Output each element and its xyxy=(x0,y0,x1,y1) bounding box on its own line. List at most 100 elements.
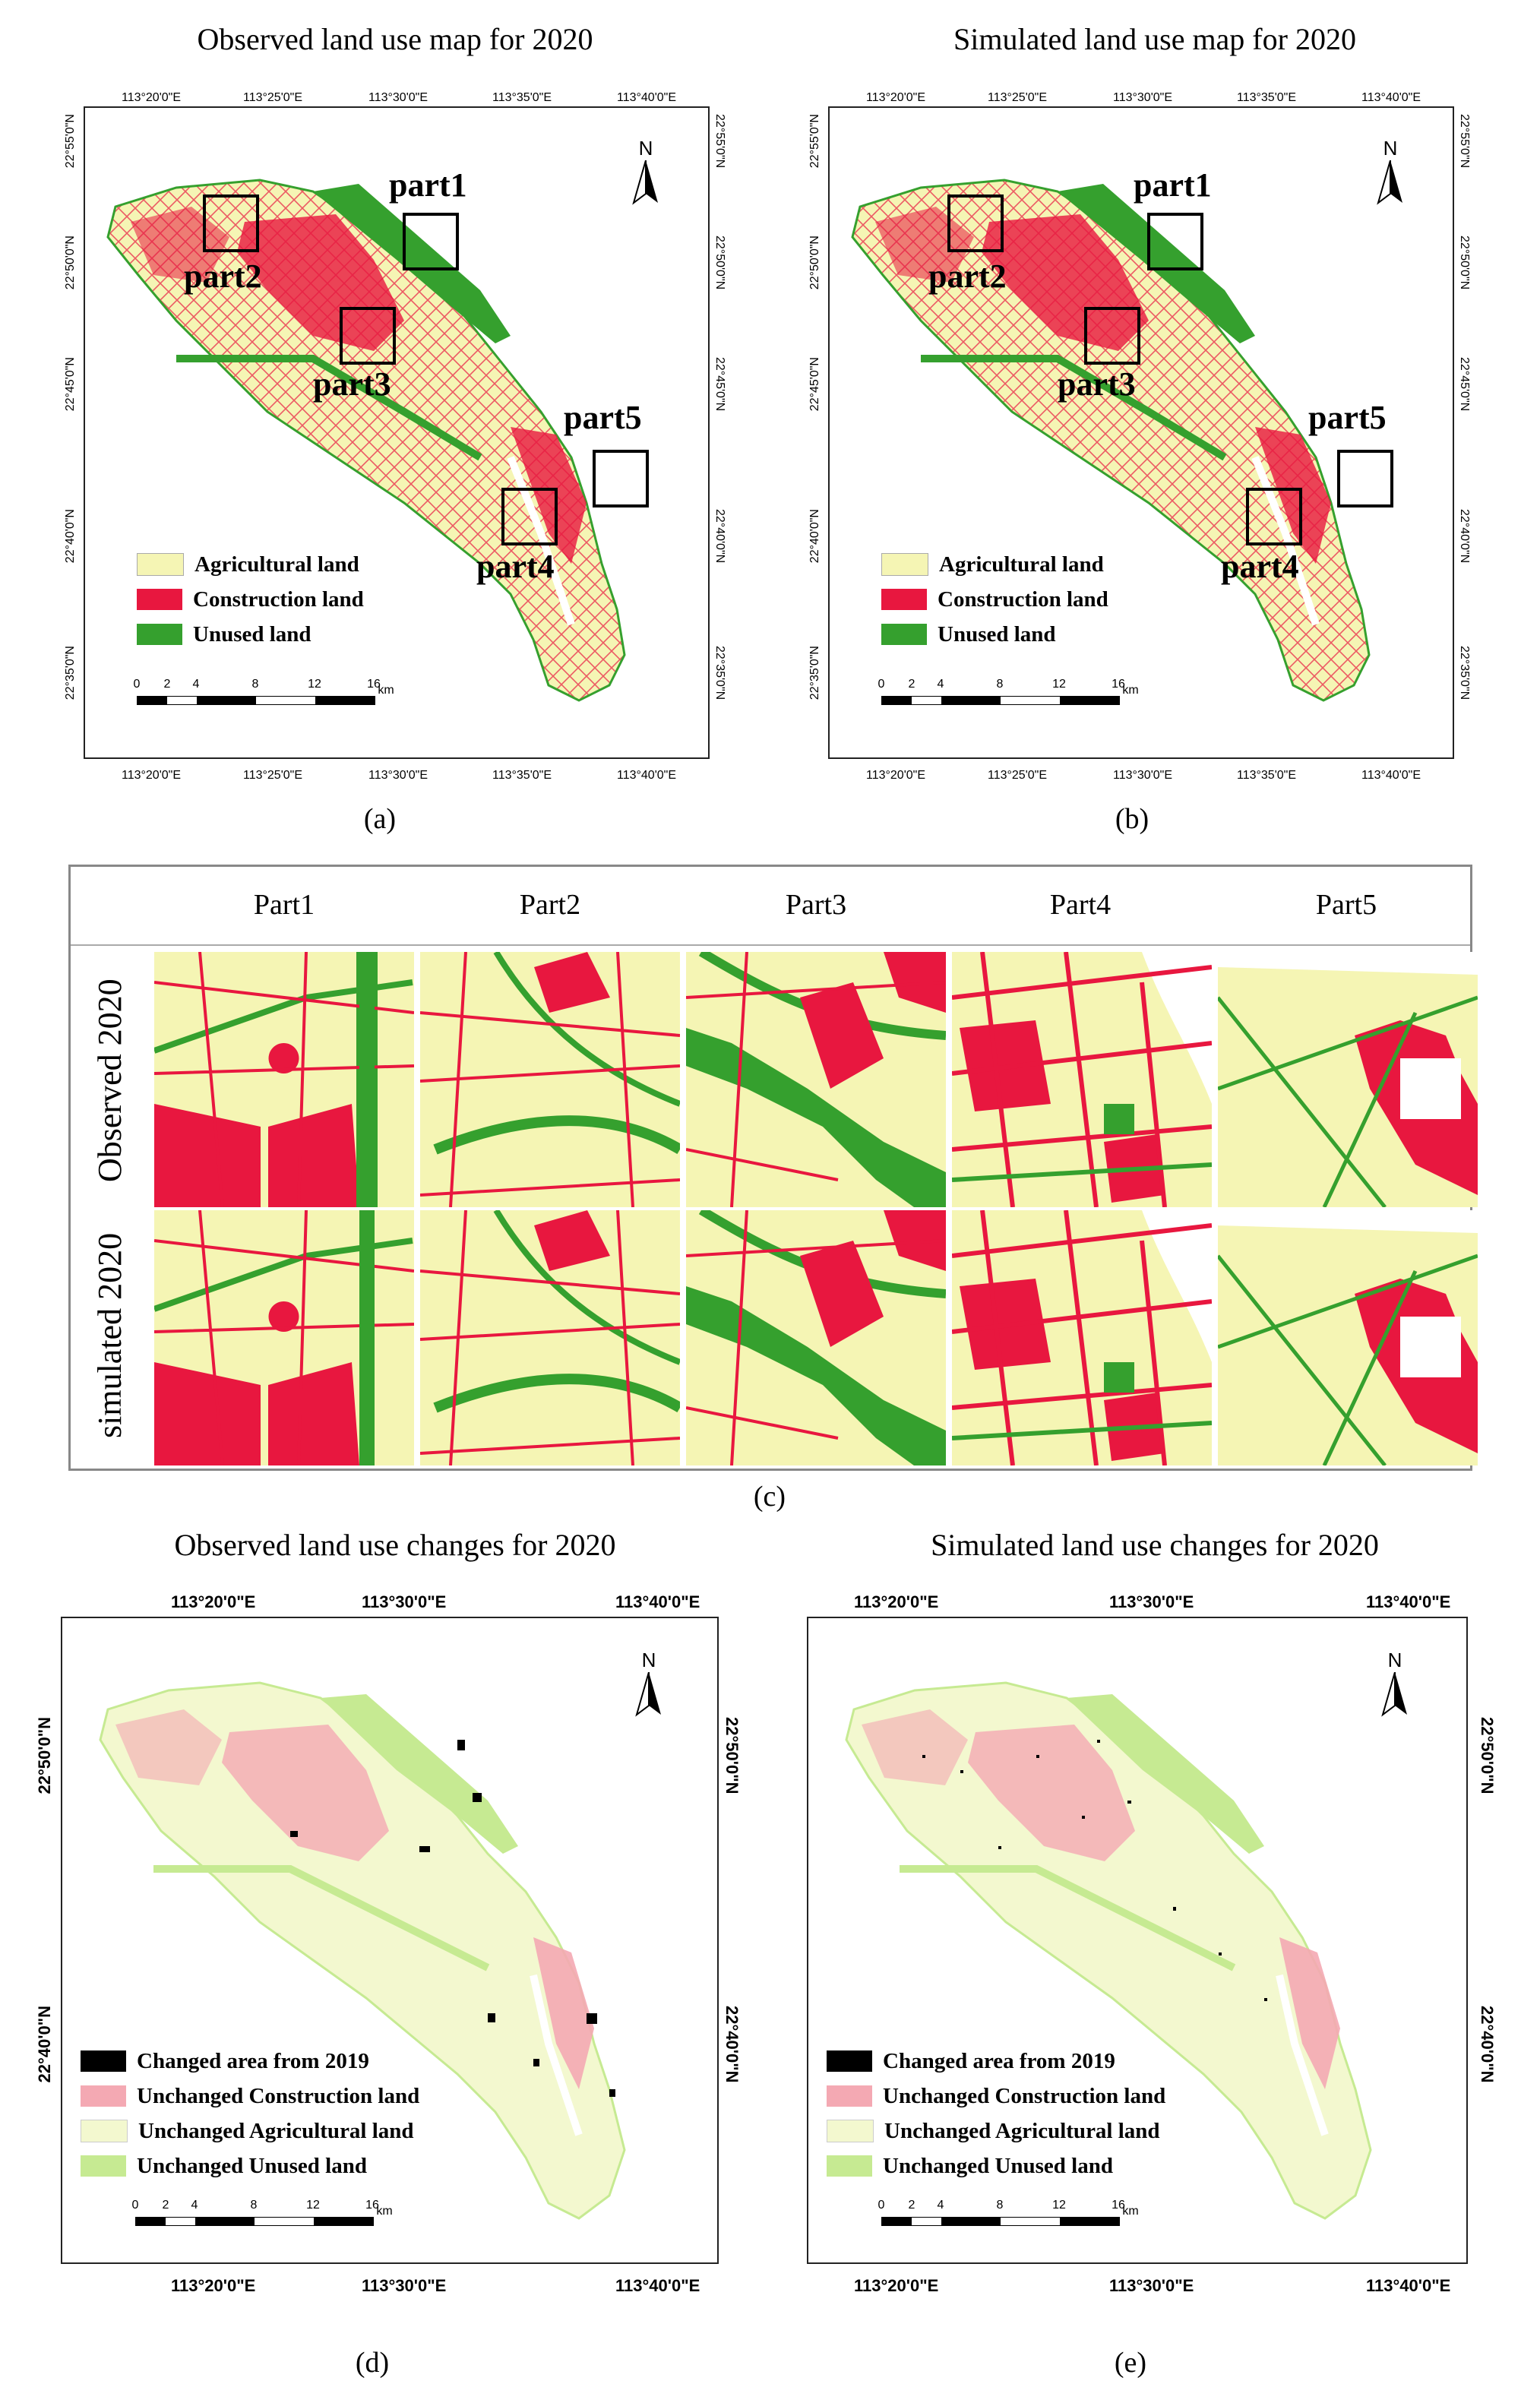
legend-label: Construction land xyxy=(938,587,1108,612)
legend-label: Changed area from 2019 xyxy=(883,2048,1115,2073)
lat-label: 22°50'0"N xyxy=(1478,1717,1497,1794)
north-label: N xyxy=(641,1649,656,1671)
legend-label: Unchanged Unused land xyxy=(137,2153,367,2178)
panel-a-caption: (a) xyxy=(363,803,397,835)
lon-label: 113°25'0"E xyxy=(243,769,303,782)
lat-label: 22°35'0"N xyxy=(1458,646,1471,700)
legend-swatch-unchanged-unused xyxy=(81,2155,126,2177)
north-arrow-icon: N xyxy=(634,1649,664,1717)
panel-b-title: Simulated land use map for 2020 xyxy=(953,22,1356,56)
scale-unit: km xyxy=(378,684,394,697)
river-channel xyxy=(1251,456,1320,626)
construction-cluster-1 xyxy=(982,214,1149,351)
legend-label: Unused land xyxy=(938,621,1056,647)
panel-e-scalebar: 0 2 4 8 12 16 km xyxy=(878,2199,1139,2226)
tile-part4-simulated xyxy=(952,1210,1212,1465)
lat-label: 22°40'0"N xyxy=(808,509,821,564)
part3-label: part3 xyxy=(313,365,391,403)
lat-label: 22°40'0"N xyxy=(1458,509,1471,564)
legend-swatch-changed xyxy=(827,2050,872,2072)
tile-part5-observed xyxy=(1218,952,1478,1207)
lon-label: 113°35'0"E xyxy=(1237,769,1297,782)
scale-tick: 12 xyxy=(1052,2199,1066,2212)
unused-river-east xyxy=(313,184,511,343)
scale-tick: 2 xyxy=(908,2199,915,2212)
lat-label: 22°40'0"N xyxy=(1478,2006,1497,2083)
lon-label: 113°40'0"E xyxy=(1361,91,1421,104)
legend-swatch-agricultural xyxy=(137,553,184,576)
part5-label: part5 xyxy=(564,399,642,436)
panel-e-map-frame: N Changed area from 2019 Unchanged Const… xyxy=(807,1617,1468,2264)
part1-box xyxy=(1147,213,1203,270)
unchanged-unused-channel xyxy=(900,1865,1236,1971)
legend-label: Agricultural land xyxy=(939,552,1104,577)
scale-tick: 4 xyxy=(937,678,944,691)
lon-label: 113°35'0"E xyxy=(492,769,552,782)
lat-label: 22°35'0"N xyxy=(64,646,77,700)
panel-d-caption: (d) xyxy=(355,2347,390,2379)
legend-swatch-unchanged-construction xyxy=(81,2085,126,2107)
construction-cluster-3 xyxy=(1255,427,1331,564)
panel-b-caption: (b) xyxy=(1115,803,1149,835)
scale-tick: 8 xyxy=(250,2199,258,2212)
lat-label: 22°35'0"N xyxy=(713,646,726,700)
lat-label: 22°45'0"N xyxy=(713,357,726,412)
scale-tick: 0 xyxy=(878,2199,885,2212)
lat-label: 22°45'0"N xyxy=(1458,357,1471,412)
legend-label: Construction land xyxy=(193,587,364,612)
lon-label: 113°25'0"E xyxy=(988,769,1048,782)
legend-label: Unchanged Construction land xyxy=(137,2083,420,2108)
lat-label: 22°40'0"N xyxy=(713,509,726,564)
lat-label: 22°40'0"N xyxy=(35,2006,54,2083)
legend-swatch-agricultural xyxy=(881,553,928,576)
scale-tick: 4 xyxy=(937,2199,944,2212)
panel-a-scalebar: 0 2 4 8 12 16 km xyxy=(133,678,394,705)
part1-label: part1 xyxy=(1134,166,1212,204)
lat-label: 22°55'0"N xyxy=(64,114,77,169)
scale-tick: 0 xyxy=(878,678,885,691)
lon-label: 113°30'0"E xyxy=(1109,1592,1194,1611)
legend-label: Unchanged Agricultural land xyxy=(138,2118,414,2143)
part5-box xyxy=(593,450,649,507)
part5-label: part5 xyxy=(1308,399,1387,436)
scale-tick: 0 xyxy=(133,678,141,691)
legend-swatch-construction xyxy=(881,589,927,610)
tile-part5-simulated xyxy=(1218,1210,1478,1465)
lon-label: 113°25'0"E xyxy=(988,91,1048,104)
part4-label: part4 xyxy=(476,548,555,585)
legend-swatch-unused xyxy=(137,624,182,645)
scale-tick: 16 xyxy=(1112,678,1125,691)
legend-swatch-unchanged-construction xyxy=(827,2085,872,2107)
part3-label: part3 xyxy=(1058,365,1136,403)
lat-label: 22°50'0"N xyxy=(35,1717,54,1794)
river-channel xyxy=(921,355,1227,461)
part1-box xyxy=(403,213,459,270)
lon-label: 113°20'0"E xyxy=(171,2276,256,2295)
unchanged-construction xyxy=(222,1725,389,1861)
lon-label: 113°20'0"E xyxy=(866,91,926,104)
lon-label: 113°30'0"E xyxy=(368,769,428,782)
scale-tick: 4 xyxy=(192,678,200,691)
tile-part1-simulated xyxy=(154,1210,414,1465)
part3-box xyxy=(340,307,396,365)
part3-box xyxy=(1084,307,1140,365)
legend-swatch-construction xyxy=(137,589,182,610)
north-label: N xyxy=(638,137,653,160)
part2-label: part2 xyxy=(928,258,1007,295)
panel-b-map xyxy=(851,179,1371,702)
part2-label: part2 xyxy=(184,258,262,295)
unchanged-construction xyxy=(115,1709,222,1785)
legend-swatch-changed xyxy=(81,2050,126,2072)
col-header-part1: Part1 xyxy=(253,889,315,921)
scale-tick: 8 xyxy=(996,678,1004,691)
north-arrow-icon: N xyxy=(1375,137,1406,205)
lon-label: 113°30'0"E xyxy=(362,1592,447,1611)
legend-swatch-unused xyxy=(881,624,927,645)
panel-e-map xyxy=(845,1681,1372,2220)
lat-label: 22°40'0"N xyxy=(64,509,77,564)
panel-b-map-frame: part1 part2 part3 part4 part5 N Agricult… xyxy=(828,106,1454,759)
scale-tick: 16 xyxy=(1112,2199,1125,2212)
scale-tick: 4 xyxy=(191,2199,198,2212)
panel-d-map xyxy=(99,1681,626,2220)
construction-cluster-3 xyxy=(511,427,587,564)
